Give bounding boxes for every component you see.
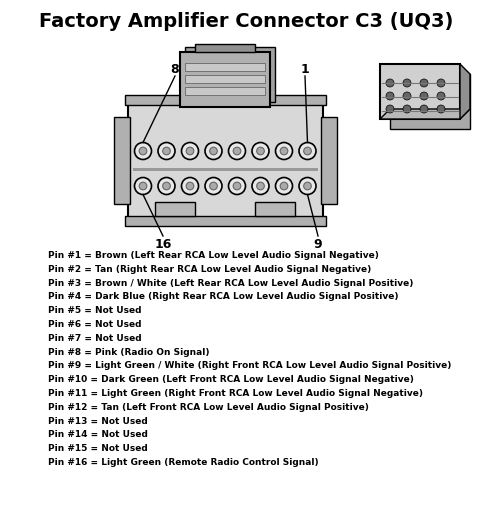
Circle shape	[420, 92, 428, 100]
Circle shape	[420, 105, 428, 113]
Circle shape	[210, 182, 217, 190]
Bar	[380, 64, 460, 119]
Text: Pin #4 = Dark Blue (Right Rear RCA Low Level Audio Signal Positive): Pin #4 = Dark Blue (Right Rear RCA Low L…	[48, 292, 398, 301]
Bar	[125, 216, 326, 226]
Polygon shape	[460, 64, 470, 119]
Text: 8: 8	[171, 63, 179, 75]
Circle shape	[386, 79, 394, 87]
Bar	[185, 63, 265, 71]
Circle shape	[205, 178, 222, 194]
Circle shape	[181, 178, 199, 194]
Bar	[321, 117, 337, 204]
Circle shape	[210, 147, 217, 155]
Circle shape	[228, 178, 246, 194]
Bar	[114, 117, 130, 204]
Text: Pin #14 = Not Used: Pin #14 = Not Used	[48, 431, 148, 439]
Circle shape	[280, 182, 288, 190]
Circle shape	[158, 178, 175, 194]
Circle shape	[437, 79, 445, 87]
Circle shape	[420, 79, 428, 87]
Bar	[185, 75, 265, 83]
Text: Pin #5 = Not Used: Pin #5 = Not Used	[48, 306, 141, 315]
Circle shape	[403, 79, 411, 87]
Text: Pin #12 = Tan (Left Front RCA Low Level Audio Signal Positive): Pin #12 = Tan (Left Front RCA Low Level …	[48, 403, 369, 412]
Circle shape	[233, 182, 241, 190]
Text: Pin #1 = Brown (Left Rear RCA Low Level Audio Signal Negative): Pin #1 = Brown (Left Rear RCA Low Level …	[48, 251, 379, 260]
Circle shape	[299, 178, 316, 194]
Circle shape	[252, 178, 269, 194]
Circle shape	[205, 143, 222, 159]
Circle shape	[186, 147, 194, 155]
Polygon shape	[380, 109, 470, 119]
Text: 9: 9	[314, 238, 322, 250]
Bar	[125, 95, 326, 105]
Text: Factory Amplifier Connector C3 (UQ3): Factory Amplifier Connector C3 (UQ3)	[39, 12, 453, 31]
Bar	[185, 87, 265, 95]
Circle shape	[181, 143, 199, 159]
Circle shape	[186, 182, 194, 190]
Circle shape	[280, 147, 288, 155]
Circle shape	[257, 147, 264, 155]
Bar	[133, 168, 318, 171]
Text: Pin #8 = Pink (Radio On Signal): Pin #8 = Pink (Radio On Signal)	[48, 348, 210, 357]
Bar	[185, 47, 275, 102]
Circle shape	[304, 182, 311, 190]
Bar	[195, 44, 255, 52]
Bar	[128, 102, 323, 219]
Circle shape	[139, 182, 147, 190]
Circle shape	[252, 143, 269, 159]
Circle shape	[163, 147, 170, 155]
Circle shape	[276, 143, 292, 159]
Text: Pin #11 = Light Green (Right Front RCA Low Level Audio Signal Negative): Pin #11 = Light Green (Right Front RCA L…	[48, 389, 423, 398]
Bar	[255, 202, 295, 216]
Circle shape	[437, 105, 445, 113]
Text: Pin #7 = Not Used: Pin #7 = Not Used	[48, 334, 141, 343]
Text: 16: 16	[154, 238, 172, 250]
Circle shape	[228, 143, 246, 159]
Circle shape	[233, 147, 241, 155]
Circle shape	[257, 182, 264, 190]
Circle shape	[386, 92, 394, 100]
Text: Pin #6 = Not Used: Pin #6 = Not Used	[48, 320, 141, 329]
Bar	[390, 74, 470, 129]
Circle shape	[437, 92, 445, 100]
Circle shape	[139, 147, 147, 155]
Circle shape	[163, 182, 170, 190]
Circle shape	[135, 178, 151, 194]
Text: Pin #10 = Dark Green (Left Front RCA Low Level Audio Signal Negative): Pin #10 = Dark Green (Left Front RCA Low…	[48, 375, 414, 384]
Circle shape	[403, 105, 411, 113]
Bar	[180, 52, 270, 107]
Text: Pin #15 = Not Used: Pin #15 = Not Used	[48, 444, 148, 453]
Text: Pin #16 = Light Green (Remote Radio Control Signal): Pin #16 = Light Green (Remote Radio Cont…	[48, 458, 318, 467]
Circle shape	[299, 143, 316, 159]
Text: Pin #2 = Tan (Right Rear RCA Low Level Audio Signal Negative): Pin #2 = Tan (Right Rear RCA Low Level A…	[48, 265, 371, 274]
Circle shape	[403, 92, 411, 100]
Circle shape	[386, 105, 394, 113]
Circle shape	[158, 143, 175, 159]
Text: 1: 1	[301, 63, 310, 75]
Circle shape	[304, 147, 311, 155]
Text: Pin #13 = Not Used: Pin #13 = Not Used	[48, 416, 148, 426]
Bar	[155, 202, 195, 216]
Text: Pin #3 = Brown / White (Left Rear RCA Low Level Audio Signal Positive): Pin #3 = Brown / White (Left Rear RCA Lo…	[48, 278, 413, 288]
Circle shape	[135, 143, 151, 159]
Circle shape	[276, 178, 292, 194]
Text: Pin #9 = Light Green / White (Right Front RCA Low Level Audio Signal Positive): Pin #9 = Light Green / White (Right Fron…	[48, 361, 452, 371]
